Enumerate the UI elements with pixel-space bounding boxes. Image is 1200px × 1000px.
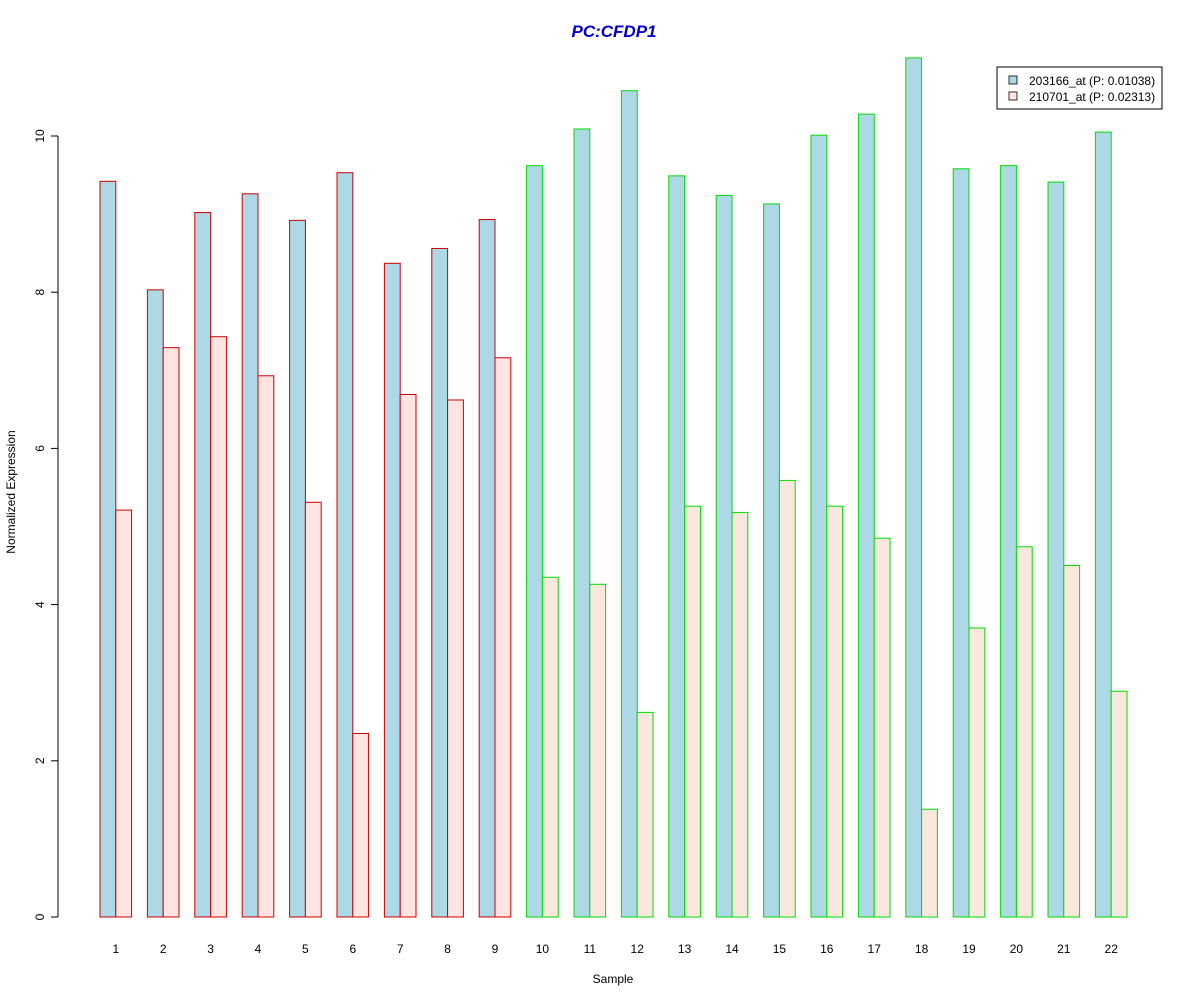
bar-series-2-sample-22 (1110, 690, 1128, 918)
bar-series-1-sample-5 (289, 219, 306, 918)
bar-series-1-sample-11 (573, 128, 591, 918)
chart-title: PC:CFDP1 (571, 22, 656, 41)
bar-series-1-sample-15 (763, 203, 780, 918)
x-tick-label: 11 (584, 942, 597, 956)
bar-series-1-sample-8 (431, 247, 449, 918)
y-tick-label: 4 (33, 601, 47, 608)
bar-series-2-sample-10 (541, 576, 559, 918)
bar-series-2-sample-3 (210, 336, 227, 918)
bar-series-2-sample-12 (636, 711, 654, 918)
bar-series-1-sample-16 (810, 134, 828, 918)
bar-series-2-sample-17 (873, 537, 891, 918)
bar-series-1-sample-22 (1094, 131, 1112, 918)
x-tick-label: 9 (492, 942, 499, 956)
x-tick-label: 15 (773, 942, 787, 956)
x-tick-labels: 1 2 3 4 5 6 7 8 9 10 11 12 13 14 15 16 17 18 19 20 21 22 (112, 942, 1118, 956)
x-tick-label: 13 (678, 942, 692, 956)
bar-series-1-sample-18 (905, 57, 923, 918)
bar-series-2-sample-19 (968, 627, 986, 918)
bars (99, 57, 1128, 918)
x-tick-label: 12 (631, 942, 645, 956)
bar-series-2-sample-21 (1063, 565, 1081, 918)
bar-series-1-sample-12 (620, 90, 638, 918)
bar-series-2-sample-7 (399, 394, 417, 918)
bar-series-2-sample-14 (731, 511, 749, 918)
x-tick-label: 14 (725, 942, 739, 956)
legend-swatch-series-1 (1008, 75, 1018, 85)
bar-series-2-sample-4 (257, 375, 275, 918)
y-axis: 0 2 4 6 8 10 (33, 129, 59, 920)
bar-series-2-sample-18 (921, 808, 938, 918)
bar-series-1-sample-4 (241, 193, 259, 918)
bar-series-2-sample-15 (778, 479, 796, 918)
bar-series-1-sample-3 (194, 212, 212, 918)
y-tick-label: 10 (33, 129, 47, 143)
x-tick-label: 5 (302, 942, 309, 956)
bar-series-1-sample-14 (715, 194, 733, 918)
bar-series-2-sample-1 (115, 509, 133, 918)
x-axis-title: Sample (593, 972, 634, 986)
bar-series-1-sample-6 (336, 172, 354, 918)
bar-series-1-sample-21 (1047, 181, 1065, 918)
legend-label-series-2: 210701_at (P: 0.02313) (1029, 90, 1155, 104)
x-tick-label: 3 (207, 942, 214, 956)
bar-series-1-sample-2 (146, 289, 164, 918)
y-axis-title: Normalized Expression (4, 430, 18, 553)
y-tick-label: 0 (33, 913, 47, 920)
bar-series-1-sample-1 (99, 180, 117, 918)
x-tick-label: 1 (112, 942, 119, 956)
bar-series-2-sample-11 (589, 583, 607, 918)
x-tick-label: 20 (1010, 942, 1024, 956)
x-tick-label: 8 (444, 942, 451, 956)
x-tick-label: 4 (255, 942, 262, 956)
bar-series-2-sample-6 (352, 732, 370, 918)
x-tick-label: 16 (820, 942, 834, 956)
y-tick-label: 2 (33, 757, 47, 764)
legend-label-series-1: 203166_at (P: 0.01038) (1029, 74, 1155, 88)
legend-box (996, 66, 1163, 110)
bar-series-1-sample-10 (526, 165, 543, 918)
bar-series-1-sample-7 (383, 262, 401, 918)
bar-series-2-sample-20 (1015, 546, 1033, 918)
x-tick-label: 2 (160, 942, 167, 956)
bar-series-1-sample-19 (952, 168, 970, 918)
x-tick-label: 21 (1057, 942, 1071, 956)
bar-series-1-sample-17 (857, 113, 875, 918)
bar-series-2-sample-2 (162, 347, 180, 918)
legend-swatch-series-2 (1008, 91, 1018, 101)
bar-series-1-sample-13 (668, 175, 686, 918)
x-tick-label: 10 (536, 942, 550, 956)
bar-series-1-sample-9 (478, 219, 496, 918)
x-tick-label: 19 (962, 942, 976, 956)
y-tick-label: 6 (33, 445, 47, 452)
x-tick-label: 6 (349, 942, 356, 956)
bar-series-2-sample-8 (447, 399, 464, 918)
x-tick-label: 7 (397, 942, 404, 956)
x-tick-label: 17 (868, 942, 882, 956)
bar-series-2-sample-13 (684, 505, 701, 918)
legend: 203166_at (P: 0.01038) 210701_at (P: 0.0… (996, 66, 1163, 110)
bar-series-2-sample-9 (494, 357, 512, 918)
bar-series-2-sample-5 (304, 501, 322, 918)
x-tick-label: 18 (915, 942, 929, 956)
bar-series-1-sample-20 (1000, 165, 1017, 918)
bar-series-2-sample-16 (826, 505, 844, 918)
x-tick-label: 22 (1105, 942, 1119, 956)
y-tick-label: 8 (33, 289, 47, 296)
